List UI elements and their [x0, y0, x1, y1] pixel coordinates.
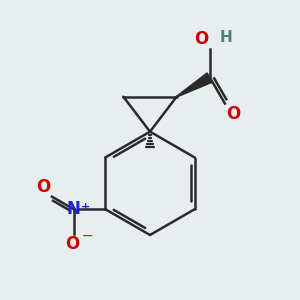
Text: N: N [67, 200, 80, 218]
Text: −: − [82, 229, 94, 243]
Polygon shape [176, 73, 212, 97]
Text: O: O [226, 105, 241, 123]
Text: H: H [220, 30, 233, 45]
Text: O: O [65, 235, 80, 253]
Text: O: O [36, 178, 50, 196]
Text: +: + [81, 202, 90, 212]
Text: O: O [194, 31, 208, 49]
